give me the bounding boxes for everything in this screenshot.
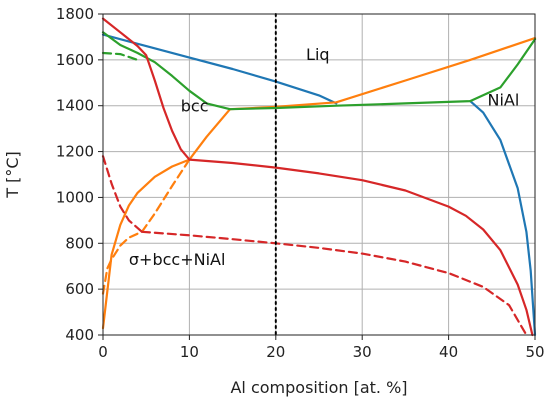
region-label: bcc — [181, 96, 209, 115]
green-dashed-series-line — [101, 51, 139, 61]
x-tick-label: 30 — [353, 343, 372, 361]
x-tick-label: 20 — [266, 343, 285, 361]
blue-solid-series-line — [101, 33, 338, 105]
plot-frame — [102, 13, 536, 336]
y-tick-label: 1000 — [56, 188, 94, 206]
orange-dashed-series-line — [101, 158, 191, 295]
y-axis-label: T [°C] — [3, 151, 22, 199]
x-tick-label: 0 — [98, 343, 108, 361]
x-tick-label: 50 — [525, 343, 544, 361]
red-solid-series-line — [101, 17, 191, 161]
region-label: Liq — [306, 45, 330, 64]
y-tick-label: 800 — [65, 234, 94, 252]
region-label: σ+bcc+NiAl — [129, 250, 226, 269]
blue-solid-series-line — [469, 100, 537, 337]
red-dashed-series-line — [101, 155, 143, 233]
y-tick-label: 1200 — [56, 143, 94, 161]
red-solid-series-line — [188, 158, 534, 337]
green-solid-series-line — [101, 31, 537, 111]
y-tick-label: 1800 — [56, 5, 94, 23]
region-labels: Liq bcc NiAl σ+bcc+NiAl — [129, 45, 519, 269]
orange-solid-series-line — [101, 108, 232, 330]
y-tick-label: 1600 — [56, 51, 94, 69]
series-lines — [101, 17, 537, 337]
y-tick-label: 600 — [65, 280, 94, 298]
x-tick-label: 40 — [439, 343, 458, 361]
axis-ticks: 0 10 20 30 40 50 400 600 800 1000 1200 1400 1600 1800 — [56, 5, 545, 361]
red-dashed-series-line — [140, 230, 528, 337]
x-axis-label: Al composition [at. %] — [230, 378, 407, 397]
y-tick-label: 1400 — [56, 97, 94, 115]
x-tick-label: 10 — [180, 343, 199, 361]
y-tick-label: 400 — [65, 326, 94, 344]
region-label: NiAl — [487, 91, 519, 110]
